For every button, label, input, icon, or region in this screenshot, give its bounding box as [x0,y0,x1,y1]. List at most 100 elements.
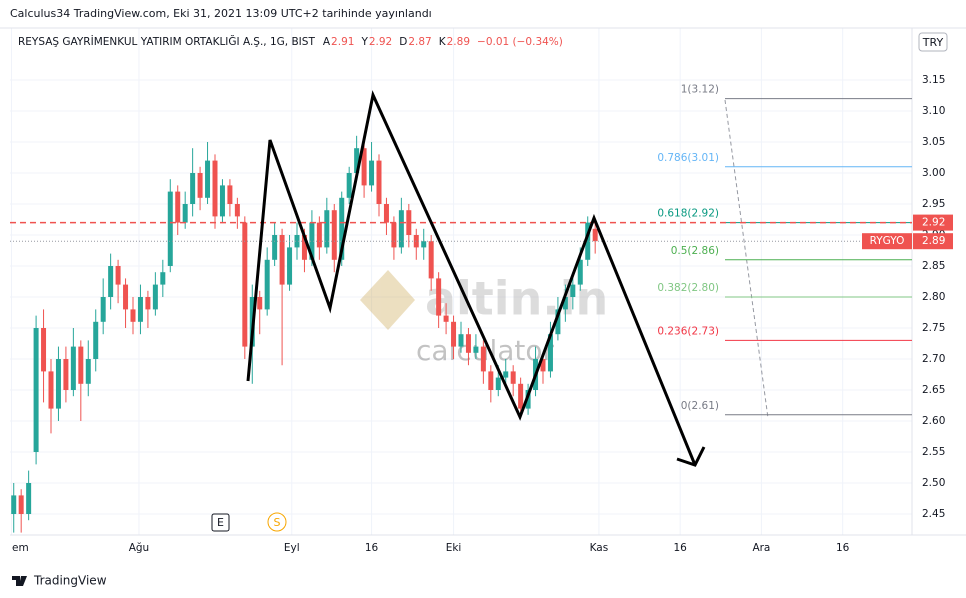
y-tick-label: 2.45 [922,508,945,520]
candle-body [160,272,166,285]
candle-body [428,241,434,279]
symbol-title: REYSAŞ GAYRİMENKUL YATIRIM ORTAKLIĞI A.Ş… [18,35,315,48]
candle-body [70,346,76,390]
candle-body [592,228,598,242]
candle-body [421,241,427,248]
candle-body [55,359,61,409]
price-label: 2.89 [922,235,945,247]
tv-logo [12,576,27,586]
ohlc-value: 2.91 [331,36,354,48]
candle-body [324,210,330,248]
candle-body [570,284,576,297]
candle-body [85,359,91,384]
x-tick-label: Ara [752,542,770,554]
candle-body [167,191,173,266]
watermark-brand: altin.in [425,272,608,326]
y-tick-label: 2.60 [922,415,945,427]
candle-body [137,297,143,322]
y-tick-label: 2.50 [922,477,945,489]
y-tick-label: 2.85 [922,260,945,272]
candle-body [242,222,248,347]
x-tick-label: Eyl [284,542,300,554]
candle-body [376,160,382,204]
candle-body [130,309,136,322]
candle-body [190,173,196,204]
y-tick-label: 2.55 [922,446,945,458]
candle-body [510,371,516,384]
symbol-box [862,233,912,250]
drawn-arrowhead [676,446,706,467]
candle-body [458,334,464,347]
fib-label: 1(3.12) [681,84,719,96]
candle-body [555,309,561,335]
grid [10,28,912,535]
ohlc-name: D [399,36,407,48]
candle-body [78,346,84,384]
y-tick-label: 2.80 [922,291,945,303]
candle-body [488,371,494,390]
x-tick-label: 16 [836,542,850,554]
candle-body [316,222,322,248]
candle-body [26,483,32,514]
candle-body [577,259,583,285]
high-box [913,214,953,231]
candle-body [406,210,412,235]
candle-body [272,235,278,260]
ohlc-name: K [439,36,447,48]
candle-body [585,222,591,260]
candle-body [108,266,114,297]
candle-body [227,185,233,204]
y-tick-label: 2.75 [922,322,945,334]
candle-body [346,173,352,198]
candle-body [63,359,69,390]
fib-label: 0.786(3.01) [657,152,719,164]
candle-body [234,204,240,217]
candle-body [257,297,263,310]
candle-body [11,495,17,514]
dividend-marker [267,512,287,532]
y-tick-label: 3.00 [922,167,945,179]
footer: TradingView [33,574,107,588]
price-box [913,233,953,250]
candle-body [264,259,270,310]
x-tick-label: em [12,542,29,554]
ohlc-value: 2.87 [408,36,431,48]
x-tick-label: 16 [365,542,379,554]
candle-body [93,321,99,359]
y-tick-label: 3.15 [922,74,945,86]
candle-body [18,495,24,514]
candle-body [41,328,47,372]
candle-body [495,377,501,390]
candle-body [451,321,457,347]
symbol-label: RYGYO [870,235,905,247]
x-tick-label: Ağu [129,542,150,554]
candle-body [480,346,486,372]
fib-label: 0.236(2.73) [657,325,719,337]
x-tick-label: Kas [590,542,609,554]
candle-body [182,204,188,223]
candle-body [197,173,203,198]
candle-body [287,247,293,285]
candle-body [413,235,419,248]
candle-body [279,235,285,285]
header: Calculus34 TradingView.com, Eki 31, 2021… [10,7,432,20]
candle-body [473,346,479,353]
y-tick-label: 3.05 [922,136,945,148]
candle-body [398,210,404,248]
candle-body [175,191,181,223]
candle-body [145,297,151,310]
candle-body [518,383,524,409]
legend: REYSAŞ GAYRİMENKUL YATIRIM ORTAKLIĞI A.Ş… [18,35,563,48]
ohlc-name: Y [360,36,368,48]
drawn-zigzag [246,90,697,466]
candle-body [33,328,39,452]
ohlc-value: 2.89 [447,36,470,48]
candle-body [219,185,225,217]
candle-body [547,334,553,372]
event-marker [211,513,230,532]
fib-label: 0.382(2.80) [657,282,719,294]
candle-body [540,359,546,372]
candle-body [115,266,121,285]
candle-body [301,235,307,260]
